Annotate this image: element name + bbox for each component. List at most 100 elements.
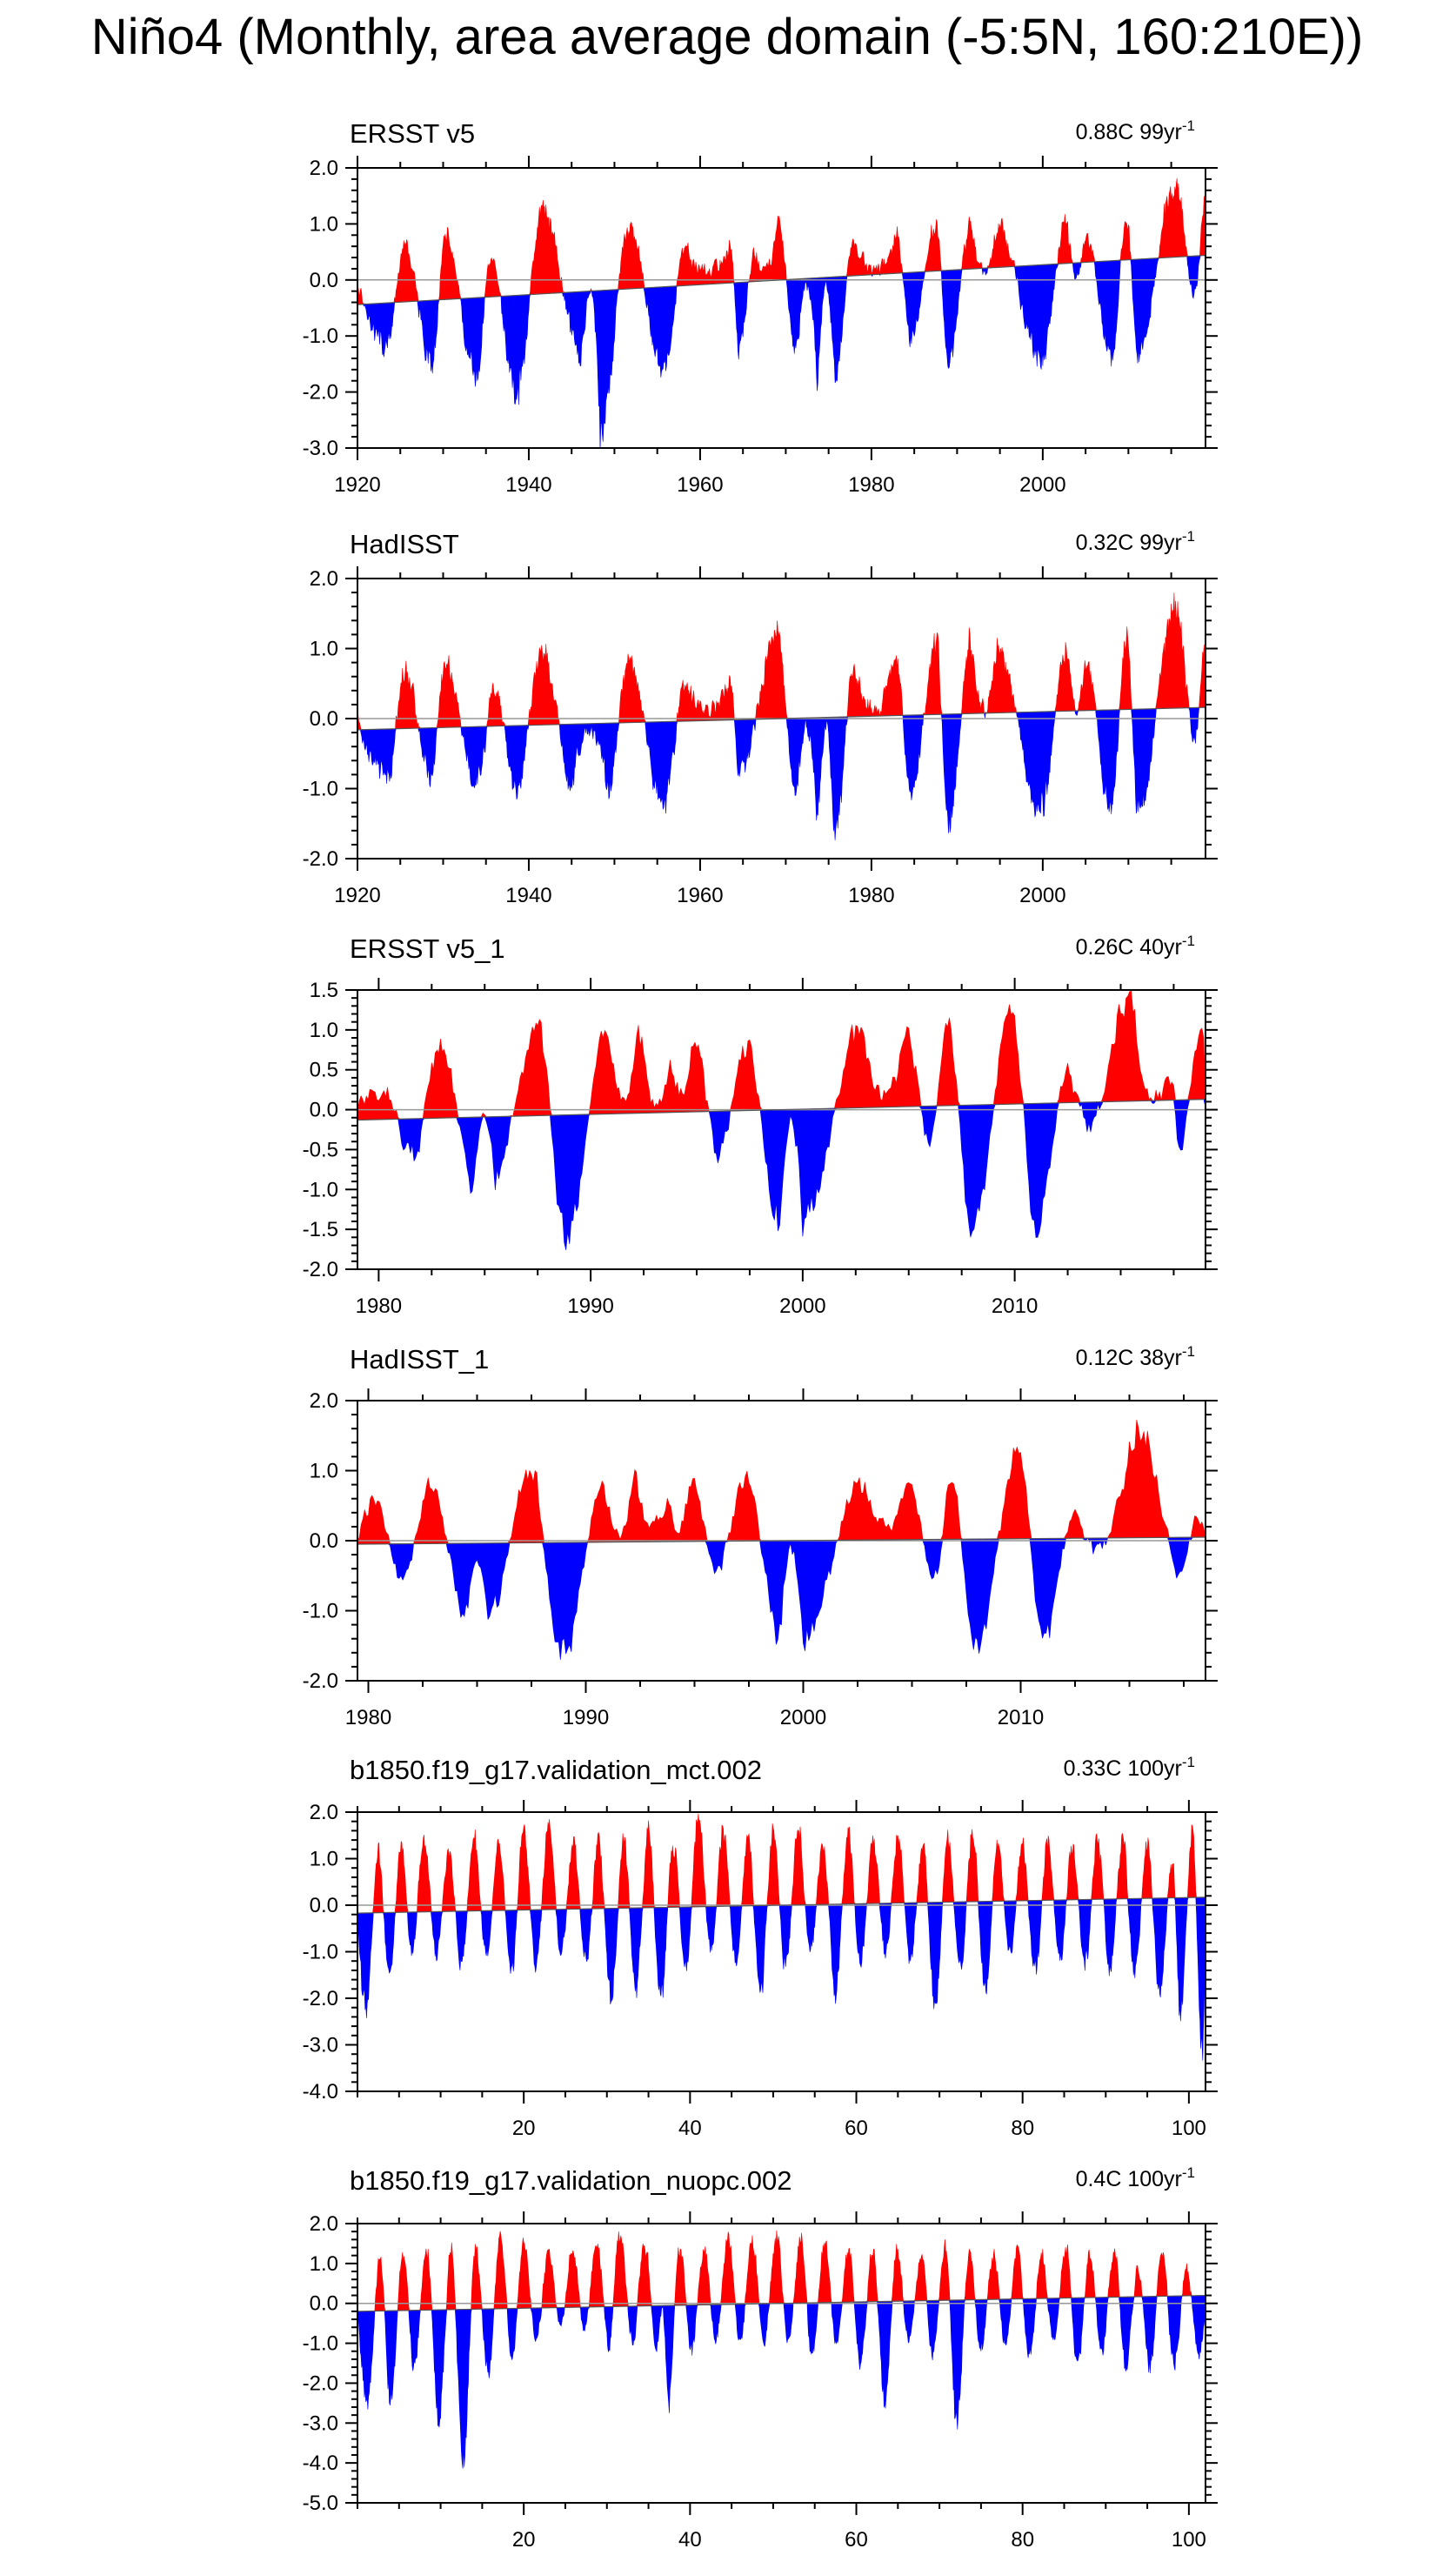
panel-validation-mct: b1850.f19_g17.validation_mct.002 0.33C 1… xyxy=(303,1754,1218,2140)
series-group xyxy=(357,2230,1206,2469)
x-tick-label: 1920 xyxy=(334,473,380,497)
x-tick-label: 1940 xyxy=(505,884,551,907)
x-tick-label: 80 xyxy=(1011,2117,1034,2140)
y-tick-label: 0.0 xyxy=(310,269,338,292)
x-tick-label: 20 xyxy=(512,2528,536,2552)
trend-line xyxy=(357,254,1206,305)
y-tick-label: -1.0 xyxy=(303,1178,338,1201)
panel-ersst-v5-1: ERSST v5_1 0.26C 40yr-1 -2.0 -1.5 -1.0 -0.5… xyxy=(303,933,1218,1318)
y-tick-label: 2.0 xyxy=(310,1389,338,1413)
positive-anomaly-area xyxy=(357,592,1206,731)
panel-ersst-v5: ERSST v5 0.88C 99yr-1 -3.0 -2.0 -1.0 0.0 1.0… xyxy=(303,117,1218,497)
y-tick-label: -1.0 xyxy=(303,2332,338,2356)
trend-line xyxy=(357,1896,1206,1914)
y-tick-label: -1.0 xyxy=(303,1941,338,1964)
panel-hadisst: HadISST 0.32C 99yr-1 -2.0 -1.0 0.0 1.0 2.0 19… xyxy=(303,528,1218,907)
positive-anomaly-area xyxy=(357,1419,1206,1545)
y-tick-label: -2.0 xyxy=(303,847,338,871)
trend-label: 0.4C 100yr-1 xyxy=(1076,2164,1195,2191)
x-tick-label: 1960 xyxy=(677,884,723,907)
y-tick-label: -1.0 xyxy=(303,778,338,801)
plot-area: -5.0 -4.0 -3.0 -2.0 -1.0 0.0 1.0 2.0 20 40 60 80 100 xyxy=(303,2211,1218,2552)
y-tick-label: -2.0 xyxy=(303,1669,338,1693)
y-tick-label: 0.0 xyxy=(310,1529,338,1553)
x-tick-label: 1980 xyxy=(848,473,894,497)
y-tick-label: 1.0 xyxy=(310,638,338,661)
positive-anomaly-area xyxy=(357,177,1206,305)
y-tick-label: 2.0 xyxy=(310,2212,338,2236)
x-tick-label: 2000 xyxy=(1019,884,1065,907)
panel-title: ERSST v5 xyxy=(350,118,475,149)
trend-label: 0.32C 99yr-1 xyxy=(1076,528,1195,555)
x-tick-label: 100 xyxy=(1172,2117,1206,2140)
negative-anomaly-area xyxy=(357,2295,1206,2469)
positive-anomaly-area xyxy=(357,1813,1197,1914)
plot-area: -2.0 -1.5 -1.0 -0.5 0.0 0.5 1.0 1.5 1980 1990 2000… xyxy=(303,978,1218,1318)
y-tick-label: -2.0 xyxy=(303,1987,338,2010)
y-tick-label: 0.0 xyxy=(310,1099,338,1122)
x-tick-label: 1990 xyxy=(563,1706,609,1729)
x-tick-label: 2010 xyxy=(998,1706,1044,1729)
y-tick-label: -0.5 xyxy=(303,1138,338,1161)
panel-title: HadISST xyxy=(350,529,459,559)
y-tick-label: -1.0 xyxy=(303,324,338,348)
trend-line xyxy=(357,706,1206,731)
y-tick-label: 1.0 xyxy=(310,212,338,236)
y-tick-label: 1.0 xyxy=(310,1460,338,1483)
panel-title: b1850.f19_g17.validation_mct.002 xyxy=(350,1755,762,1785)
trend-line xyxy=(357,1536,1206,1545)
y-tick-label: 2.0 xyxy=(310,157,338,180)
negative-anomaly-area xyxy=(359,706,1206,840)
positive-anomaly-area xyxy=(357,990,1206,1120)
x-tick-label: 1980 xyxy=(345,1706,391,1729)
trend-label: 0.88C 99yr-1 xyxy=(1076,117,1195,144)
x-tick-label: 2000 xyxy=(1019,473,1065,497)
trend-line xyxy=(357,2294,1206,2312)
x-tick-label: 20 xyxy=(512,2117,536,2140)
plot-area: -3.0 -2.0 -1.0 0.0 1.0 2.0 1920 1940 1960 1980 200… xyxy=(303,156,1218,497)
x-tick-label: 100 xyxy=(1172,2528,1206,2552)
plot-frame xyxy=(357,2223,1206,2504)
positive-anomaly-area xyxy=(357,2230,1192,2312)
plot-area: -2.0 -1.0 0.0 1.0 2.0 1920 1940 1960 1980 2000 xyxy=(303,566,1218,907)
trend-label: 0.33C 100yr-1 xyxy=(1064,1754,1195,1781)
x-tick-label: 2000 xyxy=(780,1706,826,1729)
plot-area: -4.0 -3.0 -2.0 -1.0 0.0 1.0 2.0 20 40 60 80 100 xyxy=(303,1800,1218,2140)
x-tick-label: 1980 xyxy=(356,1294,402,1318)
panel-title: ERSST v5_1 xyxy=(350,933,505,964)
series-group xyxy=(357,990,1206,1250)
x-tick-label: 60 xyxy=(845,2528,868,2552)
panel-hadisst-1: HadISST_1 0.12C 38yr-1 -2.0 -1.0 0.0 1.0 2.0… xyxy=(303,1343,1218,1729)
plot-frame xyxy=(357,989,1206,1270)
panel-validation-nuopc: b1850.f19_g17.validation_nuopc.002 0.4C … xyxy=(303,2164,1218,2552)
negative-anomaly-area xyxy=(363,255,1206,448)
plot-frame xyxy=(357,1811,1206,2092)
x-tick-label: 1980 xyxy=(848,884,894,907)
x-tick-label: 1960 xyxy=(677,473,723,497)
series-group xyxy=(357,592,1206,840)
y-tick-label: -2.0 xyxy=(303,1258,338,1281)
y-tick-label: 0.0 xyxy=(310,2292,338,2316)
y-tick-label: -5.0 xyxy=(303,2492,338,2515)
y-tick-label: 2.0 xyxy=(310,1801,338,1824)
plot-area: -2.0 -1.0 0.0 1.0 2.0 1980 1990 2000 2010 xyxy=(303,1388,1218,1729)
y-tick-label: -1.0 xyxy=(303,1600,338,1623)
y-tick-label: -3.0 xyxy=(303,2411,338,2435)
x-tick-label: 2010 xyxy=(992,1294,1038,1318)
series-group xyxy=(357,1419,1206,1660)
y-tick-label: -2.0 xyxy=(303,381,338,405)
y-tick-label: -3.0 xyxy=(303,437,338,460)
x-tick-label: 60 xyxy=(845,2117,868,2140)
x-tick-label: 40 xyxy=(678,2528,702,2552)
trend-line xyxy=(357,1099,1206,1121)
y-tick-label: -2.0 xyxy=(303,2371,338,2395)
y-tick-label: -3.0 xyxy=(303,2034,338,2057)
negative-anomaly-area xyxy=(397,1099,1206,1250)
y-tick-label: 1.0 xyxy=(310,2252,338,2276)
y-tick-label: -1.5 xyxy=(303,1218,338,1241)
y-tick-label: 1.0 xyxy=(310,1848,338,1871)
panel-title: HadISST_1 xyxy=(350,1344,489,1375)
series-group xyxy=(357,177,1206,448)
x-tick-label: 80 xyxy=(1011,2528,1034,2552)
